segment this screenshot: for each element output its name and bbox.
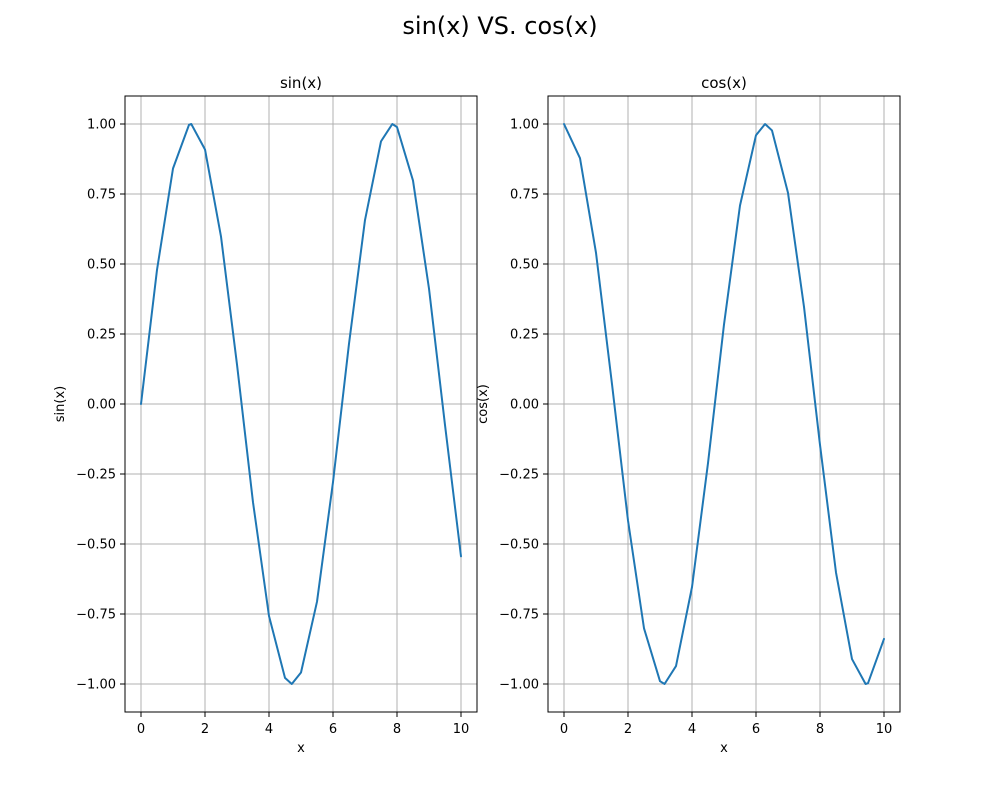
y-tick-label: 0.25 [510,328,539,343]
x-tick-label: 10 [453,722,470,737]
x-tick-label: 8 [393,722,401,737]
x-tick-label: 6 [329,722,337,737]
subplot-cos: 0 2 4 6 8 10 −1.00 −0.75 −0.50 −0.25 0.00 0.25 0.50 0… [476,74,901,756]
x-tick-label: 4 [265,722,273,737]
y-tick-label: −0.25 [76,468,116,483]
subplot-title: sin(x) [280,74,322,92]
x-tick-label: 2 [624,722,632,737]
x-tick-label: 4 [688,722,696,737]
x-tick-label: 10 [876,722,893,737]
y-axis-label: sin(x) [53,386,68,422]
y-axis-label: cos(x) [476,384,491,424]
y-tick-label: −0.75 [499,608,539,623]
y-tick-label: −0.50 [499,538,539,553]
y-tick-label: 0.00 [87,398,116,413]
x-tick-label: 0 [560,722,568,737]
sin-series-line [140,123,462,685]
y-tick-label: 0.00 [510,398,539,413]
x-axis-label: x [297,741,305,756]
y-tick-label: 1.00 [510,118,539,133]
subplot-title: cos(x) [701,74,747,92]
x-tick-label: 0 [137,722,145,737]
y-tick-label: 0.75 [510,188,539,203]
y-tick-label: 0.75 [87,188,116,203]
y-tick-label: −0.25 [499,468,539,483]
y-tick-label: −0.50 [76,538,116,553]
x-axis-label: x [720,741,728,756]
y-tick-label: −1.00 [76,678,116,693]
y-tick-label: 0.25 [87,328,116,343]
y-tick-label: 0.50 [510,258,539,273]
cos-series-line [563,123,885,685]
x-tick-label: 2 [201,722,209,737]
y-tick-label: −1.00 [499,678,539,693]
y-tick-label: 1.00 [87,118,116,133]
y-tick-label: −0.75 [76,608,116,623]
x-tick-label: 6 [752,722,760,737]
y-tick-label: 0.50 [87,258,116,273]
x-tick-label: 8 [816,722,824,737]
figure-suptitle: sin(x) VS. cos(x) [402,12,597,40]
subplot-sin: 0 2 4 6 8 10 −1.00 −0.75 −0.50 −0.25 0.00 0.25 0.50 0… [53,74,478,756]
